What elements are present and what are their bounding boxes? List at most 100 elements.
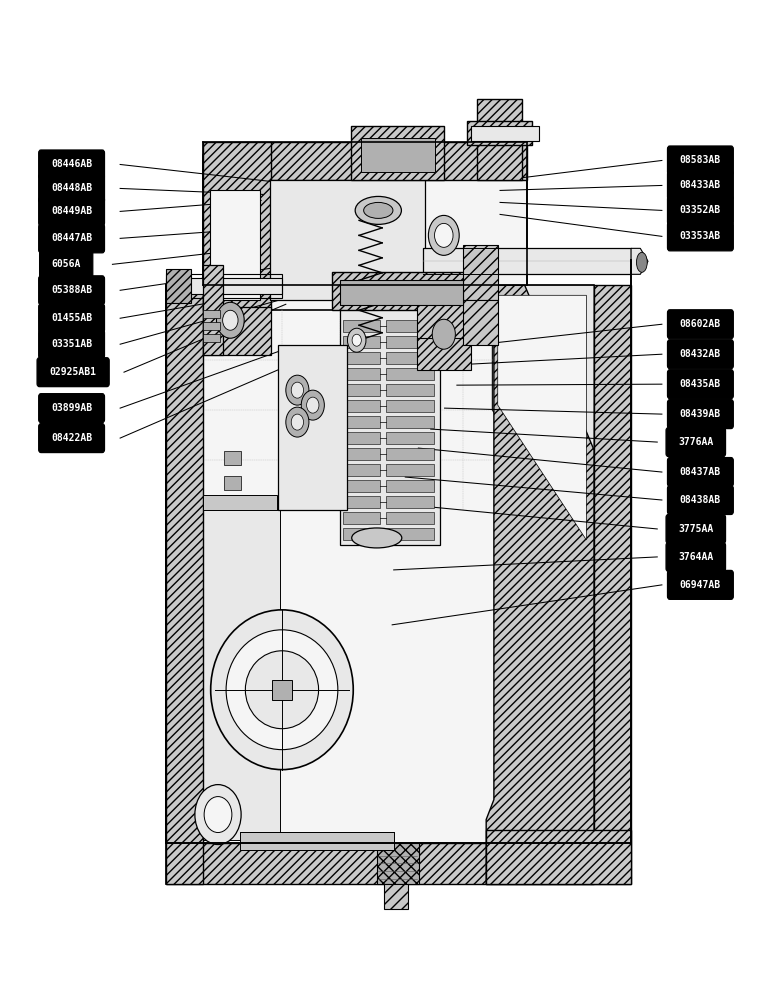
FancyBboxPatch shape bbox=[203, 310, 220, 318]
FancyBboxPatch shape bbox=[668, 486, 733, 514]
FancyBboxPatch shape bbox=[343, 368, 380, 380]
FancyBboxPatch shape bbox=[423, 248, 631, 274]
FancyBboxPatch shape bbox=[417, 338, 471, 370]
FancyBboxPatch shape bbox=[203, 510, 280, 840]
FancyBboxPatch shape bbox=[203, 307, 271, 355]
FancyBboxPatch shape bbox=[340, 295, 440, 545]
Text: 08446AB: 08446AB bbox=[51, 159, 92, 169]
FancyBboxPatch shape bbox=[463, 245, 498, 300]
FancyBboxPatch shape bbox=[343, 448, 380, 460]
FancyBboxPatch shape bbox=[39, 330, 104, 359]
FancyBboxPatch shape bbox=[343, 432, 380, 444]
Text: 08583AB: 08583AB bbox=[680, 155, 721, 165]
FancyBboxPatch shape bbox=[377, 843, 419, 884]
Text: 08432AB: 08432AB bbox=[680, 349, 721, 359]
Text: 3775AA: 3775AA bbox=[678, 524, 713, 534]
FancyBboxPatch shape bbox=[343, 384, 380, 396]
FancyBboxPatch shape bbox=[386, 480, 434, 492]
FancyBboxPatch shape bbox=[239, 832, 394, 850]
FancyBboxPatch shape bbox=[270, 180, 425, 300]
Text: 3776AA: 3776AA bbox=[678, 437, 713, 447]
FancyBboxPatch shape bbox=[343, 416, 380, 428]
FancyBboxPatch shape bbox=[668, 146, 733, 175]
Circle shape bbox=[352, 334, 361, 346]
Circle shape bbox=[222, 310, 238, 330]
Circle shape bbox=[291, 414, 303, 430]
FancyBboxPatch shape bbox=[343, 464, 380, 476]
FancyBboxPatch shape bbox=[668, 222, 733, 251]
FancyBboxPatch shape bbox=[386, 448, 434, 460]
FancyBboxPatch shape bbox=[386, 400, 434, 412]
Text: 01455AB: 01455AB bbox=[51, 313, 92, 323]
Text: 03351AB: 03351AB bbox=[51, 339, 92, 349]
FancyBboxPatch shape bbox=[668, 458, 733, 487]
Ellipse shape bbox=[245, 651, 319, 729]
FancyBboxPatch shape bbox=[668, 196, 733, 225]
FancyBboxPatch shape bbox=[477, 99, 522, 180]
Text: 08448AB: 08448AB bbox=[51, 183, 92, 193]
Circle shape bbox=[291, 382, 303, 398]
Text: 08439AB: 08439AB bbox=[680, 409, 721, 419]
FancyBboxPatch shape bbox=[386, 512, 434, 524]
FancyBboxPatch shape bbox=[386, 416, 434, 428]
FancyBboxPatch shape bbox=[39, 276, 104, 305]
Circle shape bbox=[428, 215, 459, 255]
FancyBboxPatch shape bbox=[386, 496, 434, 508]
Ellipse shape bbox=[211, 610, 354, 770]
Text: 6056A: 6056A bbox=[52, 259, 81, 269]
FancyBboxPatch shape bbox=[224, 451, 241, 465]
FancyBboxPatch shape bbox=[668, 340, 733, 369]
FancyBboxPatch shape bbox=[343, 480, 380, 492]
Ellipse shape bbox=[636, 252, 647, 272]
Polygon shape bbox=[493, 285, 594, 550]
FancyBboxPatch shape bbox=[278, 345, 347, 510]
FancyBboxPatch shape bbox=[224, 476, 241, 490]
Ellipse shape bbox=[226, 630, 338, 750]
FancyBboxPatch shape bbox=[343, 512, 380, 524]
FancyBboxPatch shape bbox=[343, 352, 380, 364]
FancyBboxPatch shape bbox=[351, 126, 444, 180]
Text: 03353AB: 03353AB bbox=[680, 231, 721, 241]
FancyBboxPatch shape bbox=[386, 336, 434, 348]
FancyBboxPatch shape bbox=[668, 310, 733, 339]
FancyBboxPatch shape bbox=[386, 528, 434, 540]
Text: 08438AB: 08438AB bbox=[680, 495, 721, 505]
FancyBboxPatch shape bbox=[203, 155, 527, 310]
Text: 08437AB: 08437AB bbox=[680, 467, 721, 477]
Circle shape bbox=[432, 319, 455, 349]
Text: 08422AB: 08422AB bbox=[51, 433, 92, 443]
FancyBboxPatch shape bbox=[343, 320, 380, 332]
FancyBboxPatch shape bbox=[666, 542, 726, 571]
Polygon shape bbox=[631, 248, 648, 274]
Circle shape bbox=[204, 797, 232, 833]
FancyBboxPatch shape bbox=[668, 370, 733, 399]
FancyBboxPatch shape bbox=[203, 142, 271, 310]
Ellipse shape bbox=[352, 528, 401, 548]
FancyBboxPatch shape bbox=[386, 320, 434, 332]
Text: 05388AB: 05388AB bbox=[51, 285, 92, 295]
FancyBboxPatch shape bbox=[332, 272, 471, 310]
FancyBboxPatch shape bbox=[417, 300, 471, 340]
FancyBboxPatch shape bbox=[386, 368, 434, 380]
FancyBboxPatch shape bbox=[386, 432, 434, 444]
Circle shape bbox=[286, 407, 309, 437]
FancyBboxPatch shape bbox=[463, 300, 498, 345]
FancyBboxPatch shape bbox=[39, 150, 104, 179]
Text: 08447AB: 08447AB bbox=[51, 233, 92, 243]
FancyBboxPatch shape bbox=[668, 570, 733, 599]
Circle shape bbox=[286, 375, 309, 405]
FancyBboxPatch shape bbox=[343, 528, 380, 540]
FancyBboxPatch shape bbox=[666, 514, 726, 543]
FancyBboxPatch shape bbox=[343, 496, 380, 508]
Circle shape bbox=[195, 785, 241, 845]
FancyBboxPatch shape bbox=[386, 464, 434, 476]
FancyBboxPatch shape bbox=[167, 285, 594, 884]
FancyBboxPatch shape bbox=[203, 142, 527, 180]
FancyBboxPatch shape bbox=[340, 280, 463, 305]
FancyBboxPatch shape bbox=[203, 322, 220, 330]
FancyBboxPatch shape bbox=[486, 830, 631, 884]
Text: 02925AB1: 02925AB1 bbox=[49, 367, 96, 377]
FancyBboxPatch shape bbox=[203, 334, 220, 342]
FancyBboxPatch shape bbox=[39, 394, 104, 423]
FancyBboxPatch shape bbox=[343, 400, 380, 412]
